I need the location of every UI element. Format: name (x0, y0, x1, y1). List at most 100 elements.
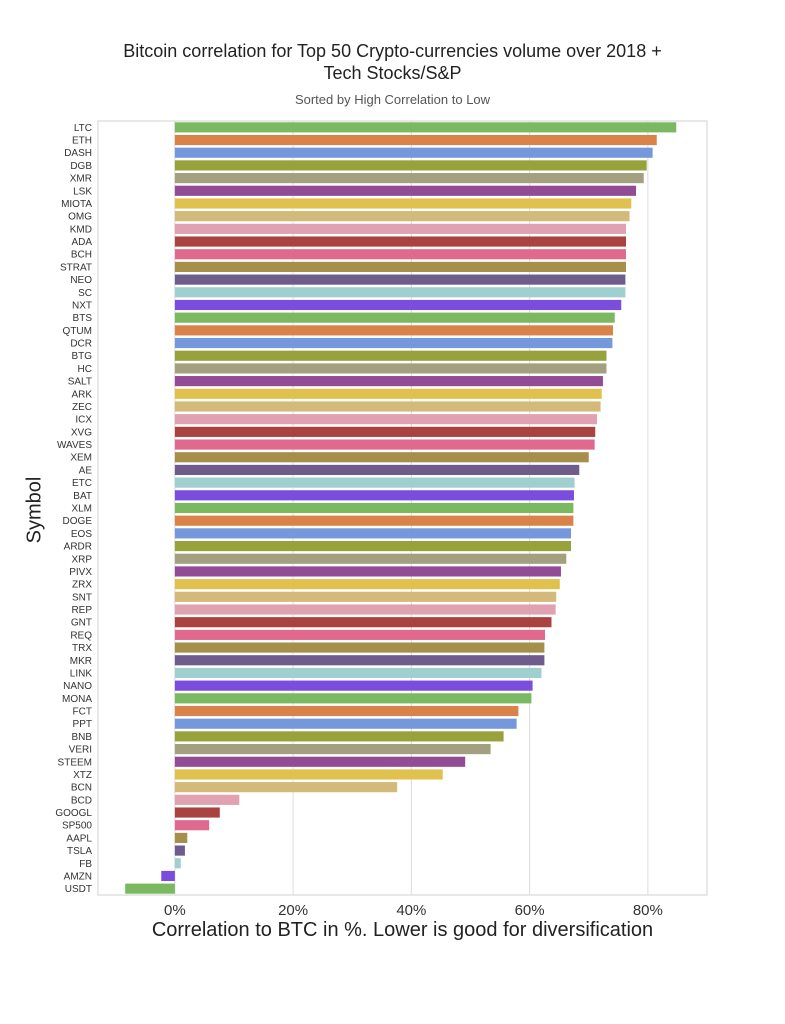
bar-dgb (174, 160, 647, 171)
x-axis-label: Correlation to BTC in %. Lower is good f… (151, 919, 654, 941)
y-tick-label: PIVX (69, 567, 92, 578)
bar-lsk (174, 185, 637, 196)
bar-bts (174, 312, 615, 323)
bar-bnb (174, 731, 504, 742)
bar-aapl (174, 832, 188, 843)
y-tick-label: PPT (73, 719, 92, 730)
chart-subtitle: Sorted by High Correlation to Low (294, 92, 491, 107)
y-tick-label: MKR (70, 656, 92, 667)
bar-amzn (161, 870, 175, 882)
y-tick-label: BNB (71, 732, 92, 743)
x-tick-label: 80% (633, 902, 663, 919)
bar-xtz (174, 769, 443, 780)
bar-gnt (174, 617, 552, 628)
bar-ada (174, 236, 626, 247)
bar-rep (174, 604, 556, 615)
bar-bcd (174, 794, 240, 805)
bar-icx (174, 414, 598, 425)
y-tick-label: LINK (70, 668, 93, 679)
bar-req (174, 629, 545, 640)
bar-pivx (174, 566, 561, 577)
y-tick-label: AAPL (66, 833, 92, 844)
bar-bcn (174, 782, 398, 793)
y-tick-label: BTS (73, 313, 93, 324)
y-tick-label: DASH (64, 148, 92, 159)
y-tick-label: OMG (68, 212, 92, 223)
y-tick-label: BCN (71, 783, 92, 794)
y-tick-label: BAT (73, 491, 92, 502)
y-tick-label: VERI (69, 745, 92, 756)
y-tick-label: LTC (74, 123, 92, 134)
y-tick-label: SALT (68, 377, 92, 388)
y-tick-label: LSK (73, 186, 92, 197)
y-tick-label: DGB (70, 161, 92, 172)
bar-xlm (174, 502, 574, 514)
bar-nano (174, 680, 533, 691)
y-tick-label: MONA (62, 694, 92, 705)
bar-xmr (174, 173, 644, 184)
y-tick-label: TRX (72, 643, 92, 654)
bar-eos (174, 528, 572, 539)
y-tick-label: STEEM (58, 757, 92, 768)
bar-ltc (174, 122, 677, 133)
y-tick-label: NXT (72, 300, 92, 311)
y-tick-label: XTZ (73, 770, 92, 781)
y-tick-label: NEO (70, 275, 92, 286)
y-tick-label: ARK (71, 389, 92, 400)
bar-ark (174, 388, 602, 399)
y-tick-label: ADA (71, 237, 92, 248)
y-tick-label: XRP (71, 554, 92, 565)
bar-omg (174, 211, 630, 222)
x-tick-label: 20% (278, 902, 308, 919)
y-tick-label: SC (78, 288, 92, 299)
bar-trx (174, 642, 545, 653)
y-tick-label: REP (71, 605, 92, 616)
y-tick-label: USDT (65, 884, 92, 895)
bar-tsla (174, 845, 185, 856)
y-tick-label: REQ (70, 630, 92, 641)
bar-dash (174, 147, 653, 158)
bar-etc (174, 477, 575, 488)
y-tick-label: BCD (71, 795, 92, 806)
y-tick-label: STRAT (60, 262, 92, 273)
y-tick-label: EOS (71, 529, 92, 540)
y-tick-label: AMZN (64, 871, 92, 882)
y-tick-label: XEM (70, 453, 92, 464)
y-tick-label: AE (79, 465, 93, 476)
y-tick-label: SP500 (62, 821, 92, 832)
y-tick-label: XMR (70, 174, 92, 185)
y-tick-label: WAVES (57, 440, 92, 451)
bar-zrx (174, 579, 560, 590)
bar-steem (174, 756, 466, 767)
y-tick-label: ETH (72, 136, 92, 147)
chart-title: Bitcoin correlation for Top 50 Crypto-cu… (123, 41, 662, 83)
y-tick-label: HC (78, 364, 92, 375)
bar-neo (174, 274, 626, 285)
x-tick-label: 40% (396, 902, 426, 919)
bar-xvg (174, 426, 596, 437)
bar-ppt (174, 718, 517, 729)
y-tick-label: XLM (71, 504, 92, 515)
bar-miota (174, 198, 632, 209)
bar-fct (174, 705, 519, 717)
bar-salt (174, 376, 603, 387)
bar-snt (174, 591, 557, 602)
y-tick-label: FCT (73, 707, 92, 718)
bar-zec (174, 401, 601, 412)
bar-hc (174, 363, 607, 374)
bar-bch (174, 249, 626, 260)
bar-sp500 (174, 820, 210, 831)
bar-doge (174, 515, 574, 526)
bar-fb (174, 858, 181, 869)
y-tick-label: DCR (70, 339, 92, 350)
x-tick-label: 0% (164, 902, 186, 919)
bar-btg (174, 350, 607, 361)
bar-mona (174, 693, 532, 704)
y-tick-label: KMD (70, 224, 92, 235)
y-tick-label: ICX (75, 415, 92, 426)
y-tick-label: GNT (71, 618, 92, 629)
bar-xrp (174, 553, 567, 564)
bar-veri (174, 744, 491, 755)
bar-ae (174, 464, 580, 476)
